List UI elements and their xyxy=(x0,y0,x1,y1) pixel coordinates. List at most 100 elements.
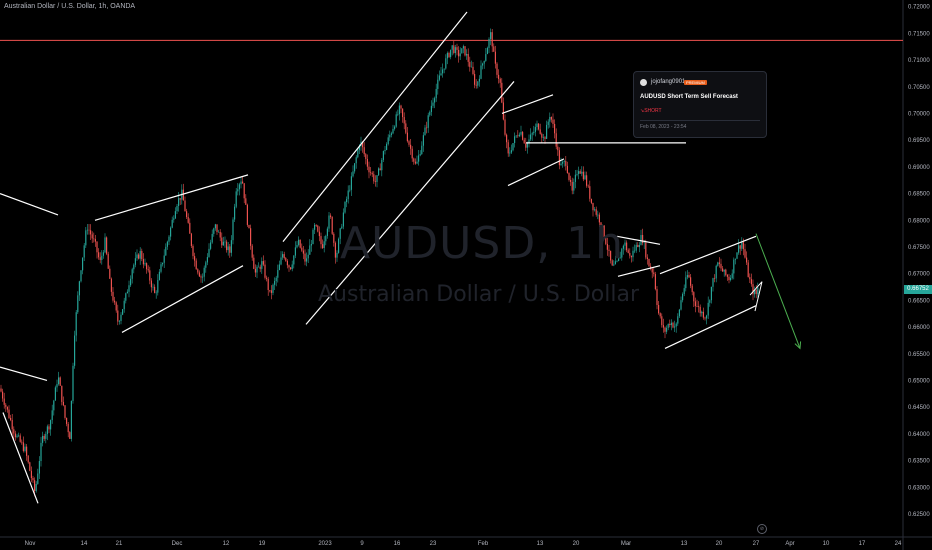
candle-bear xyxy=(251,245,253,258)
candle-bull xyxy=(342,212,344,227)
candle-bear xyxy=(538,123,540,130)
candle-bull xyxy=(338,238,340,253)
candle-bear xyxy=(253,257,255,269)
candle-bull xyxy=(381,159,383,171)
candle-bull xyxy=(549,117,551,122)
candle-bull xyxy=(723,269,725,272)
candle-bull xyxy=(418,155,420,162)
candle-bear xyxy=(117,310,119,322)
candle-bear xyxy=(34,480,36,491)
candle-bear xyxy=(368,166,370,173)
candle-bear xyxy=(690,277,692,286)
candle-bull xyxy=(51,410,53,421)
idea-card[interactable]: jojofang0901 PREMIUM AUDUSD Short Term S… xyxy=(633,71,767,138)
candle-bull xyxy=(168,236,170,242)
candle-bear xyxy=(322,244,324,249)
idea-title[interactable]: AUDUSD Short Term Sell Forecast xyxy=(640,94,738,100)
candle-bear xyxy=(506,134,508,143)
candle-bull xyxy=(72,365,74,401)
candle-bear xyxy=(197,269,199,273)
candle-bull xyxy=(477,81,479,86)
candle-bear xyxy=(523,139,525,144)
y-tick-label: 0.64500 xyxy=(908,405,930,411)
candle-bull xyxy=(738,245,740,253)
y-tick-label: 0.72000 xyxy=(908,5,930,11)
candle-bull xyxy=(314,224,316,230)
candle-bull xyxy=(754,290,756,295)
candle-bull xyxy=(134,258,136,265)
y-tick-label: 0.66000 xyxy=(908,325,930,331)
channel-trendline xyxy=(94,174,249,221)
candle-bull xyxy=(686,275,688,278)
candle-bear xyxy=(115,302,117,311)
candle-bull xyxy=(102,252,104,256)
idea-author[interactable]: jojofang0901 xyxy=(651,79,686,85)
candle-bull xyxy=(387,137,389,145)
candle-bear xyxy=(245,198,247,205)
candle-bull xyxy=(422,135,424,146)
candle-bear xyxy=(587,185,589,187)
candle-bear xyxy=(598,214,600,223)
x-tick-label: 20 xyxy=(573,541,580,547)
candle-bull xyxy=(224,241,226,243)
candle-bull xyxy=(437,79,439,89)
candle-bull xyxy=(24,446,26,451)
y-tick-label: 0.69500 xyxy=(908,138,930,144)
candle-bear xyxy=(525,143,527,148)
avatar[interactable] xyxy=(640,79,647,86)
candle-bull xyxy=(291,264,293,270)
candle-bear xyxy=(192,245,194,257)
candle-bull xyxy=(389,134,391,138)
candle-bear xyxy=(691,285,693,293)
candle-bear xyxy=(221,237,223,246)
candle-bull xyxy=(675,323,677,327)
candle-bear xyxy=(187,217,189,223)
candle-bull xyxy=(709,300,711,303)
x-tick-label: Feb xyxy=(478,541,489,547)
candle-bear xyxy=(720,263,722,269)
candle-bull xyxy=(206,257,208,263)
candle-bear xyxy=(651,268,653,273)
candle-bear xyxy=(469,61,471,67)
candle-bear xyxy=(2,391,4,399)
candle-bear xyxy=(14,433,16,438)
go-to-realtime-button[interactable]: ⊘ xyxy=(757,524,767,534)
candle-bear xyxy=(285,258,287,261)
candle-bear xyxy=(493,46,495,52)
candle-bear xyxy=(146,263,148,270)
candle-bear xyxy=(406,132,408,142)
candle-bull xyxy=(581,171,583,174)
candle-bull xyxy=(86,229,88,231)
candle-bull xyxy=(530,134,532,140)
candle-bear xyxy=(571,181,573,191)
candle-bull xyxy=(144,263,146,265)
candle-bull xyxy=(678,309,680,317)
candle-bull xyxy=(485,54,487,61)
candle-bull xyxy=(323,241,325,249)
candle-bear xyxy=(6,406,8,410)
x-tick-label: 17 xyxy=(859,541,866,547)
candle-bear xyxy=(742,242,744,250)
candle-bear xyxy=(99,257,101,261)
candle-bear xyxy=(646,257,648,259)
candle-bear xyxy=(522,131,524,140)
candle-bull xyxy=(670,322,672,326)
candle-bear xyxy=(29,462,31,471)
candle-bull xyxy=(520,131,522,135)
candle-bull xyxy=(355,157,357,164)
candle-bull xyxy=(533,131,535,134)
candle-bull xyxy=(152,286,154,288)
candle-bear xyxy=(3,398,5,405)
candle-bull xyxy=(208,248,210,258)
candle-bear xyxy=(66,417,68,424)
candle-bull xyxy=(682,293,684,301)
candle-bull xyxy=(416,161,418,164)
candle-bear xyxy=(22,442,24,451)
candle-bear xyxy=(474,74,476,85)
y-tick-label: 0.65000 xyxy=(908,378,930,384)
candle-bull xyxy=(46,426,48,435)
candle-bull xyxy=(211,233,213,243)
candle-bear xyxy=(662,325,664,328)
candle-bear xyxy=(555,133,557,147)
